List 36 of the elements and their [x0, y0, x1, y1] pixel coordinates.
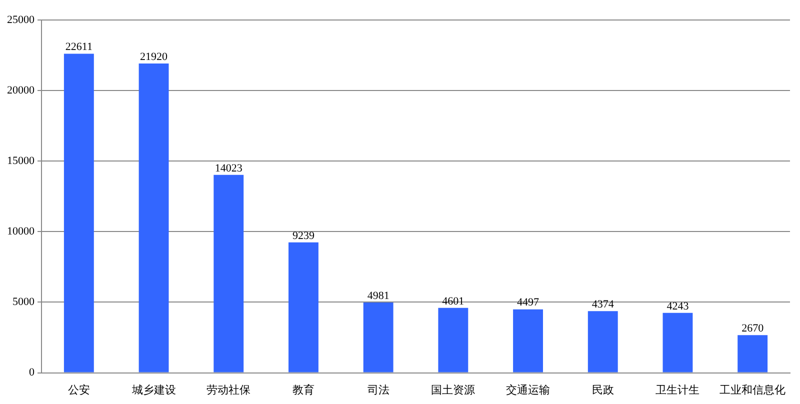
x-tick-label: 司法	[367, 383, 390, 396]
data-label: 4601	[442, 295, 464, 308]
y-tick-label: 15000	[7, 155, 35, 168]
bar	[738, 335, 768, 372]
data-label: 4981	[367, 290, 390, 302]
x-tick-label: 卫生计生	[656, 383, 700, 396]
y-tick-label: 10000	[7, 226, 35, 238]
x-tick-label: 城乡建设	[130, 383, 176, 396]
data-label: 4497	[517, 296, 540, 309]
bar	[588, 311, 618, 372]
data-label: 21920	[140, 50, 168, 63]
data-label: 2670	[742, 322, 764, 335]
bar	[214, 174, 244, 372]
bar	[662, 312, 693, 372]
x-tick-label: 交通运输	[506, 383, 550, 396]
bar	[138, 63, 169, 372]
bar	[513, 309, 543, 372]
y-tick-label: 0	[29, 366, 35, 379]
x-tick-label: 国土资源	[431, 383, 476, 396]
data-label: 4374	[592, 298, 614, 310]
y-tick-label: 5000	[12, 296, 35, 308]
x-tick-label: 工业和信息化	[720, 383, 786, 396]
data-label: 22611	[65, 41, 92, 54]
data-label: 9239	[292, 230, 315, 242]
y-tick-label: 25000	[7, 14, 35, 26]
x-tick-label: 劳动社保	[206, 383, 251, 396]
y-tick-label: 20000	[7, 84, 35, 96]
bar	[288, 242, 318, 372]
bar	[64, 54, 94, 372]
x-tick-label: 教育	[292, 383, 314, 396]
bar	[438, 308, 468, 372]
bar	[363, 302, 394, 372]
x-tick-label: 公安	[68, 383, 90, 396]
data-label: 4243	[666, 300, 690, 312]
x-tick-label: 民政	[592, 383, 614, 396]
data-label: 14023	[214, 162, 243, 174]
